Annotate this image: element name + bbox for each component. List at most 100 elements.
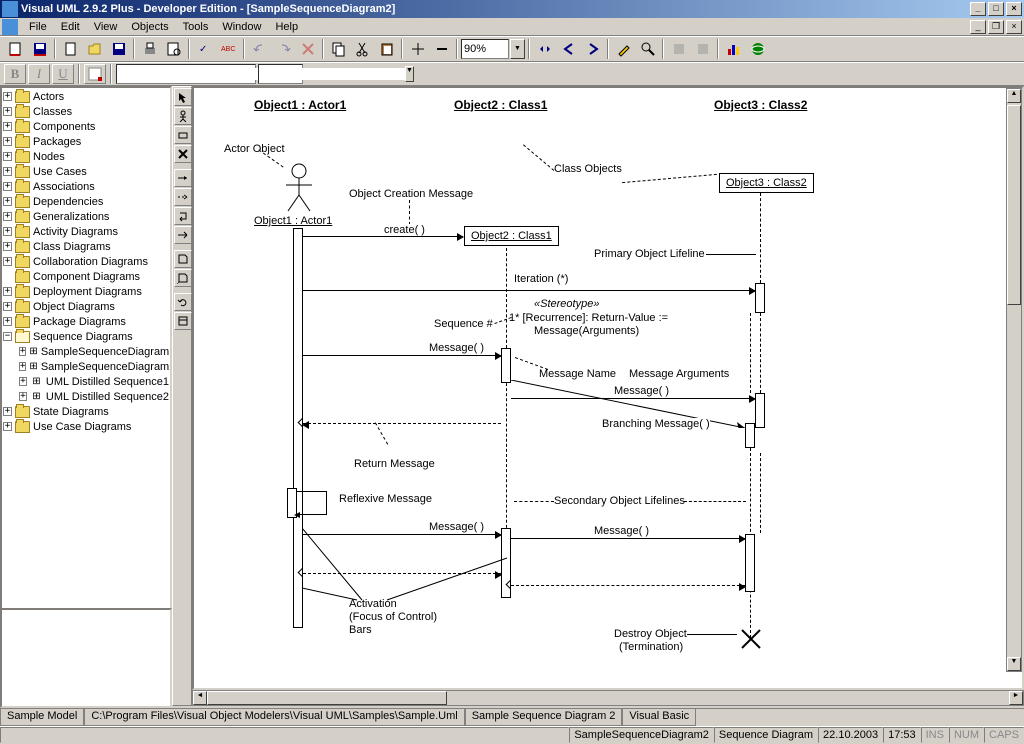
tree-item[interactable]: +Class Diagrams — [3, 239, 169, 254]
msg-reflexive[interactable] — [297, 491, 327, 515]
tree-item[interactable]: +Generalizations — [3, 209, 169, 224]
msg-4[interactable] — [511, 538, 745, 539]
font-input[interactable] — [117, 68, 263, 80]
destroy-x[interactable] — [740, 628, 762, 653]
underline-button[interactable]: U — [52, 64, 74, 84]
tree-item[interactable]: +Package Diagrams — [3, 314, 169, 329]
destroy-tool[interactable] — [174, 145, 192, 163]
link-button[interactable] — [691, 38, 714, 60]
zoom-input[interactable] — [461, 39, 509, 59]
forward-button[interactable] — [581, 38, 604, 60]
tree-item[interactable]: +Associations — [3, 179, 169, 194]
crosshair-button[interactable] — [406, 38, 429, 60]
size-input[interactable] — [259, 68, 405, 80]
mdi-restore-button[interactable]: ❐ — [988, 20, 1004, 34]
msg-create[interactable] — [303, 236, 463, 237]
menu-file[interactable]: File — [22, 20, 54, 34]
tree-item[interactable]: +Dependencies — [3, 194, 169, 209]
close-button[interactable]: × — [1006, 2, 1022, 16]
vertical-scrollbar[interactable]: ▲ ▼ — [1006, 88, 1022, 672]
font-combo[interactable]: ▼ — [116, 64, 256, 84]
refresh-tool[interactable] — [174, 293, 192, 311]
object3-box[interactable]: Object3 : Class2 — [719, 173, 814, 193]
tree-item[interactable]: +Collaboration Diagrams — [3, 254, 169, 269]
tree-item[interactable]: +Packages — [3, 134, 169, 149]
tab-lang[interactable]: Visual Basic — [622, 709, 696, 726]
actor-figure[interactable] — [284, 163, 314, 216]
save-button[interactable] — [107, 38, 130, 60]
tree-item[interactable]: +Object Diagrams — [3, 299, 169, 314]
new-model-button[interactable] — [4, 38, 27, 60]
italic-button[interactable]: I — [28, 64, 50, 84]
delete-button[interactable] — [296, 38, 319, 60]
size-combo[interactable]: ▼ — [258, 64, 303, 84]
color-button[interactable] — [84, 64, 106, 84]
back-button[interactable] — [557, 38, 580, 60]
report-button[interactable] — [667, 38, 690, 60]
tree-item[interactable]: −Sequence Diagrams — [3, 329, 169, 344]
reflexive-tool[interactable] — [174, 207, 192, 225]
chart-button[interactable] — [722, 38, 745, 60]
activation-3d[interactable] — [745, 534, 755, 592]
object2-box[interactable]: Object2 : Class1 — [464, 226, 559, 246]
note-tool[interactable] — [174, 250, 192, 268]
minimize-button[interactable]: _ — [970, 2, 986, 16]
preview-button[interactable] — [162, 38, 185, 60]
tree-item[interactable]: +Components — [3, 119, 169, 134]
tree-item[interactable]: +Nodes — [3, 149, 169, 164]
async-tool[interactable] — [174, 226, 192, 244]
actor-tool[interactable] — [174, 107, 192, 125]
msg-return-3[interactable] — [511, 585, 745, 586]
undo-button[interactable] — [248, 38, 271, 60]
menu-objects[interactable]: Objects — [124, 20, 175, 34]
spell-button[interactable]: ✓ — [193, 38, 216, 60]
diagram-canvas[interactable]: Object1 : Actor1 Object2 : Class1 Object… — [192, 86, 1024, 690]
collapse-button[interactable] — [430, 38, 453, 60]
tree-item[interactable]: +State Diagrams — [3, 404, 169, 419]
cut-button[interactable] — [351, 38, 374, 60]
new-button[interactable] — [59, 38, 82, 60]
return-tool[interactable] — [174, 188, 192, 206]
tree-item[interactable]: +Deployment Diagrams — [3, 284, 169, 299]
abc-button[interactable]: ABC — [217, 38, 240, 60]
menu-help[interactable]: Help — [268, 20, 305, 34]
msg-1[interactable] — [303, 355, 501, 356]
save-model-button[interactable] — [28, 38, 51, 60]
tree-item[interactable]: +Actors — [3, 89, 169, 104]
tree-item[interactable]: +Classes — [3, 104, 169, 119]
tree-item[interactable]: +Activity Diagrams — [3, 224, 169, 239]
tree-item[interactable]: +⊞SampleSequenceDiagram2 — [3, 359, 169, 374]
tree-item[interactable]: Component Diagrams — [3, 269, 169, 284]
object-tool[interactable] — [174, 126, 192, 144]
bold-button[interactable]: B — [4, 64, 26, 84]
menu-window[interactable]: Window — [215, 20, 268, 34]
tab-model[interactable]: Sample Model — [0, 709, 84, 726]
paste-button[interactable] — [375, 38, 398, 60]
tab-diagram[interactable]: Sample Sequence Diagram 2 — [465, 709, 623, 726]
menu-tools[interactable]: Tools — [176, 20, 216, 34]
activation-3b[interactable] — [755, 393, 765, 428]
attach-tool[interactable] — [174, 269, 192, 287]
wizard-button[interactable] — [612, 38, 635, 60]
select-tool[interactable] — [174, 88, 192, 106]
print-button[interactable] — [138, 38, 161, 60]
frame-tool[interactable] — [174, 312, 192, 330]
horizontal-scrollbar[interactable]: ◄ ► — [192, 690, 1024, 706]
web-button[interactable] — [746, 38, 769, 60]
zoom-dropdown[interactable]: ▼ — [510, 39, 525, 59]
activation-2a[interactable] — [501, 348, 511, 383]
tree-item[interactable]: +Use Cases — [3, 164, 169, 179]
maximize-button[interactable]: □ — [988, 2, 1004, 16]
tree-item[interactable]: +⊞SampleSequenceDiagram1 — [3, 344, 169, 359]
activation-3c[interactable] — [745, 423, 755, 448]
redo-button[interactable] — [272, 38, 295, 60]
mdi-close-button[interactable]: × — [1006, 20, 1022, 34]
menu-edit[interactable]: Edit — [54, 20, 87, 34]
msg-stereotype[interactable] — [303, 290, 755, 291]
tab-path[interactable]: C:\Program Files\Visual Object Modelers\… — [84, 709, 464, 726]
menu-view[interactable]: View — [87, 20, 125, 34]
nav-button[interactable] — [533, 38, 556, 60]
tree-item[interactable]: +⊞UML Distilled Sequence2 — [3, 389, 169, 404]
find-button[interactable] — [636, 38, 659, 60]
copy-button[interactable] — [327, 38, 350, 60]
